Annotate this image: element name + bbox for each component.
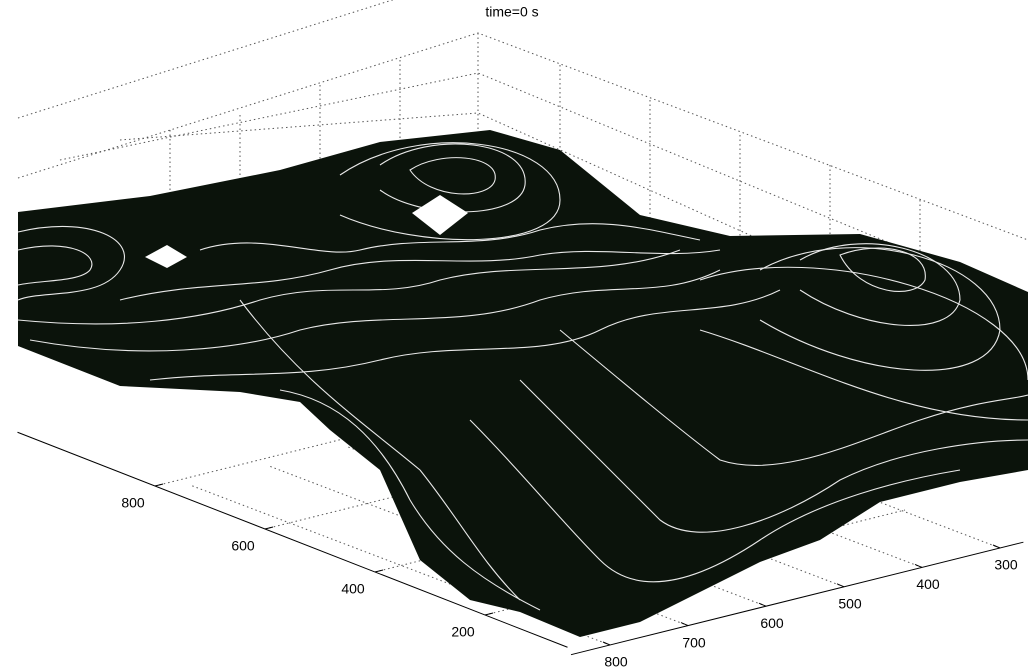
chart-title: time=0 s	[485, 4, 538, 20]
y-tick	[759, 603, 766, 606]
x-tick	[265, 527, 273, 529]
x-tick	[485, 613, 493, 615]
x-tick-label: 800	[121, 495, 145, 511]
y-tick-label: 700	[682, 634, 706, 650]
y-tick	[837, 584, 844, 587]
y-tick	[915, 564, 922, 567]
y-tick	[603, 642, 610, 645]
x-tick-label: 200	[451, 624, 475, 640]
y-tick-label: 800	[604, 654, 628, 670]
y-tick-label: 600	[760, 615, 784, 631]
x-tick	[155, 484, 163, 486]
y-tick-label: 500	[838, 596, 862, 612]
y-tick	[993, 545, 1000, 548]
y-tick-label: 400	[916, 576, 940, 592]
chart: time=0 s	[0, 0, 1028, 670]
x-tick-label: 400	[341, 581, 365, 597]
y-tick-label: 300	[994, 557, 1018, 573]
x-tick-label: 600	[231, 538, 255, 554]
y-tick	[681, 623, 688, 626]
surface	[18, 130, 1028, 637]
x-tick	[375, 570, 383, 572]
